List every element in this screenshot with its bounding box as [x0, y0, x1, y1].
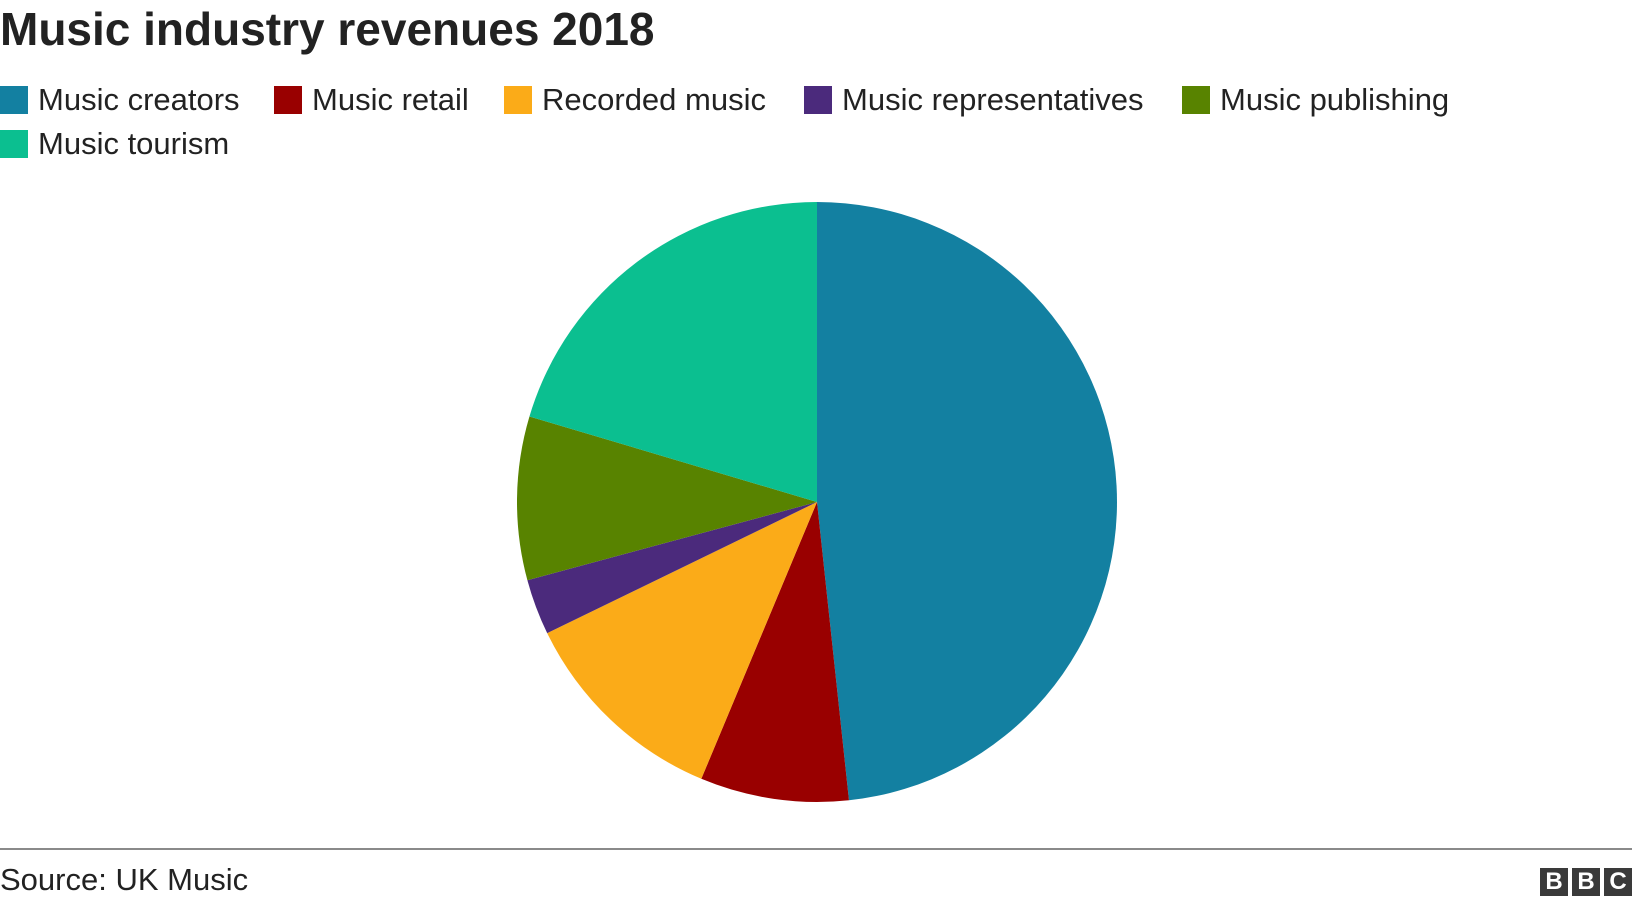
legend-swatch-music-retail [274, 85, 302, 114]
legend-label-music-creators: Music creators [38, 82, 240, 117]
bbc-logo-letter: B [1540, 868, 1568, 896]
pie-chart [517, 202, 1117, 802]
legend-label-music-representatives: Music representatives [842, 82, 1144, 117]
pie-slice-music-publishing [517, 416, 817, 581]
pie-slices [517, 202, 1117, 802]
pie-slice-music-creators [817, 202, 1117, 801]
legend-swatch-music-creators [0, 85, 28, 114]
legend-item-recorded-music: Recorded music [504, 84, 766, 115]
legend-item-music-creators: Music creators [0, 84, 240, 115]
legend-label-music-retail: Music retail [312, 82, 469, 117]
pie-slice-music-retail [701, 502, 849, 802]
pie-slice-music-tourism [529, 202, 817, 502]
legend-swatch-music-publishing [1182, 85, 1210, 114]
legend-label-recorded-music: Recorded music [542, 82, 766, 117]
legend-swatch-music-tourism [0, 129, 28, 158]
legend-item-music-tourism: Music tourism [0, 128, 229, 159]
pie-slice-recorded-music [547, 502, 817, 779]
bbc-logo: B B C [1540, 868, 1632, 896]
source-note: Source: UK Music [0, 862, 249, 897]
legend-swatch-recorded-music [504, 85, 532, 114]
legend-swatch-music-representatives [804, 85, 832, 114]
legend-label-music-tourism: Music tourism [38, 126, 230, 161]
chart-title: Music industry revenues 2018 [0, 3, 655, 55]
footer-divider [0, 848, 1632, 850]
legend-item-music-representatives: Music representatives [804, 84, 1144, 115]
legend-item-music-retail: Music retail [274, 84, 469, 115]
bbc-logo-letter: B [1572, 868, 1600, 896]
pie-slice-music-representatives [527, 502, 817, 634]
legend-label-music-publishing: Music publishing [1220, 82, 1450, 117]
bbc-logo-letter: C [1604, 868, 1632, 896]
legend-item-music-publishing: Music publishing [1182, 84, 1449, 115]
